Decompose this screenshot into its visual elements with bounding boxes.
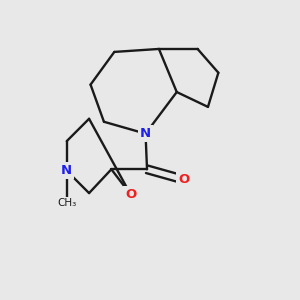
Text: N: N bbox=[61, 164, 72, 177]
Text: O: O bbox=[125, 188, 136, 201]
Text: O: O bbox=[178, 173, 190, 186]
Text: CH₃: CH₃ bbox=[57, 199, 76, 208]
Text: N: N bbox=[140, 127, 151, 140]
